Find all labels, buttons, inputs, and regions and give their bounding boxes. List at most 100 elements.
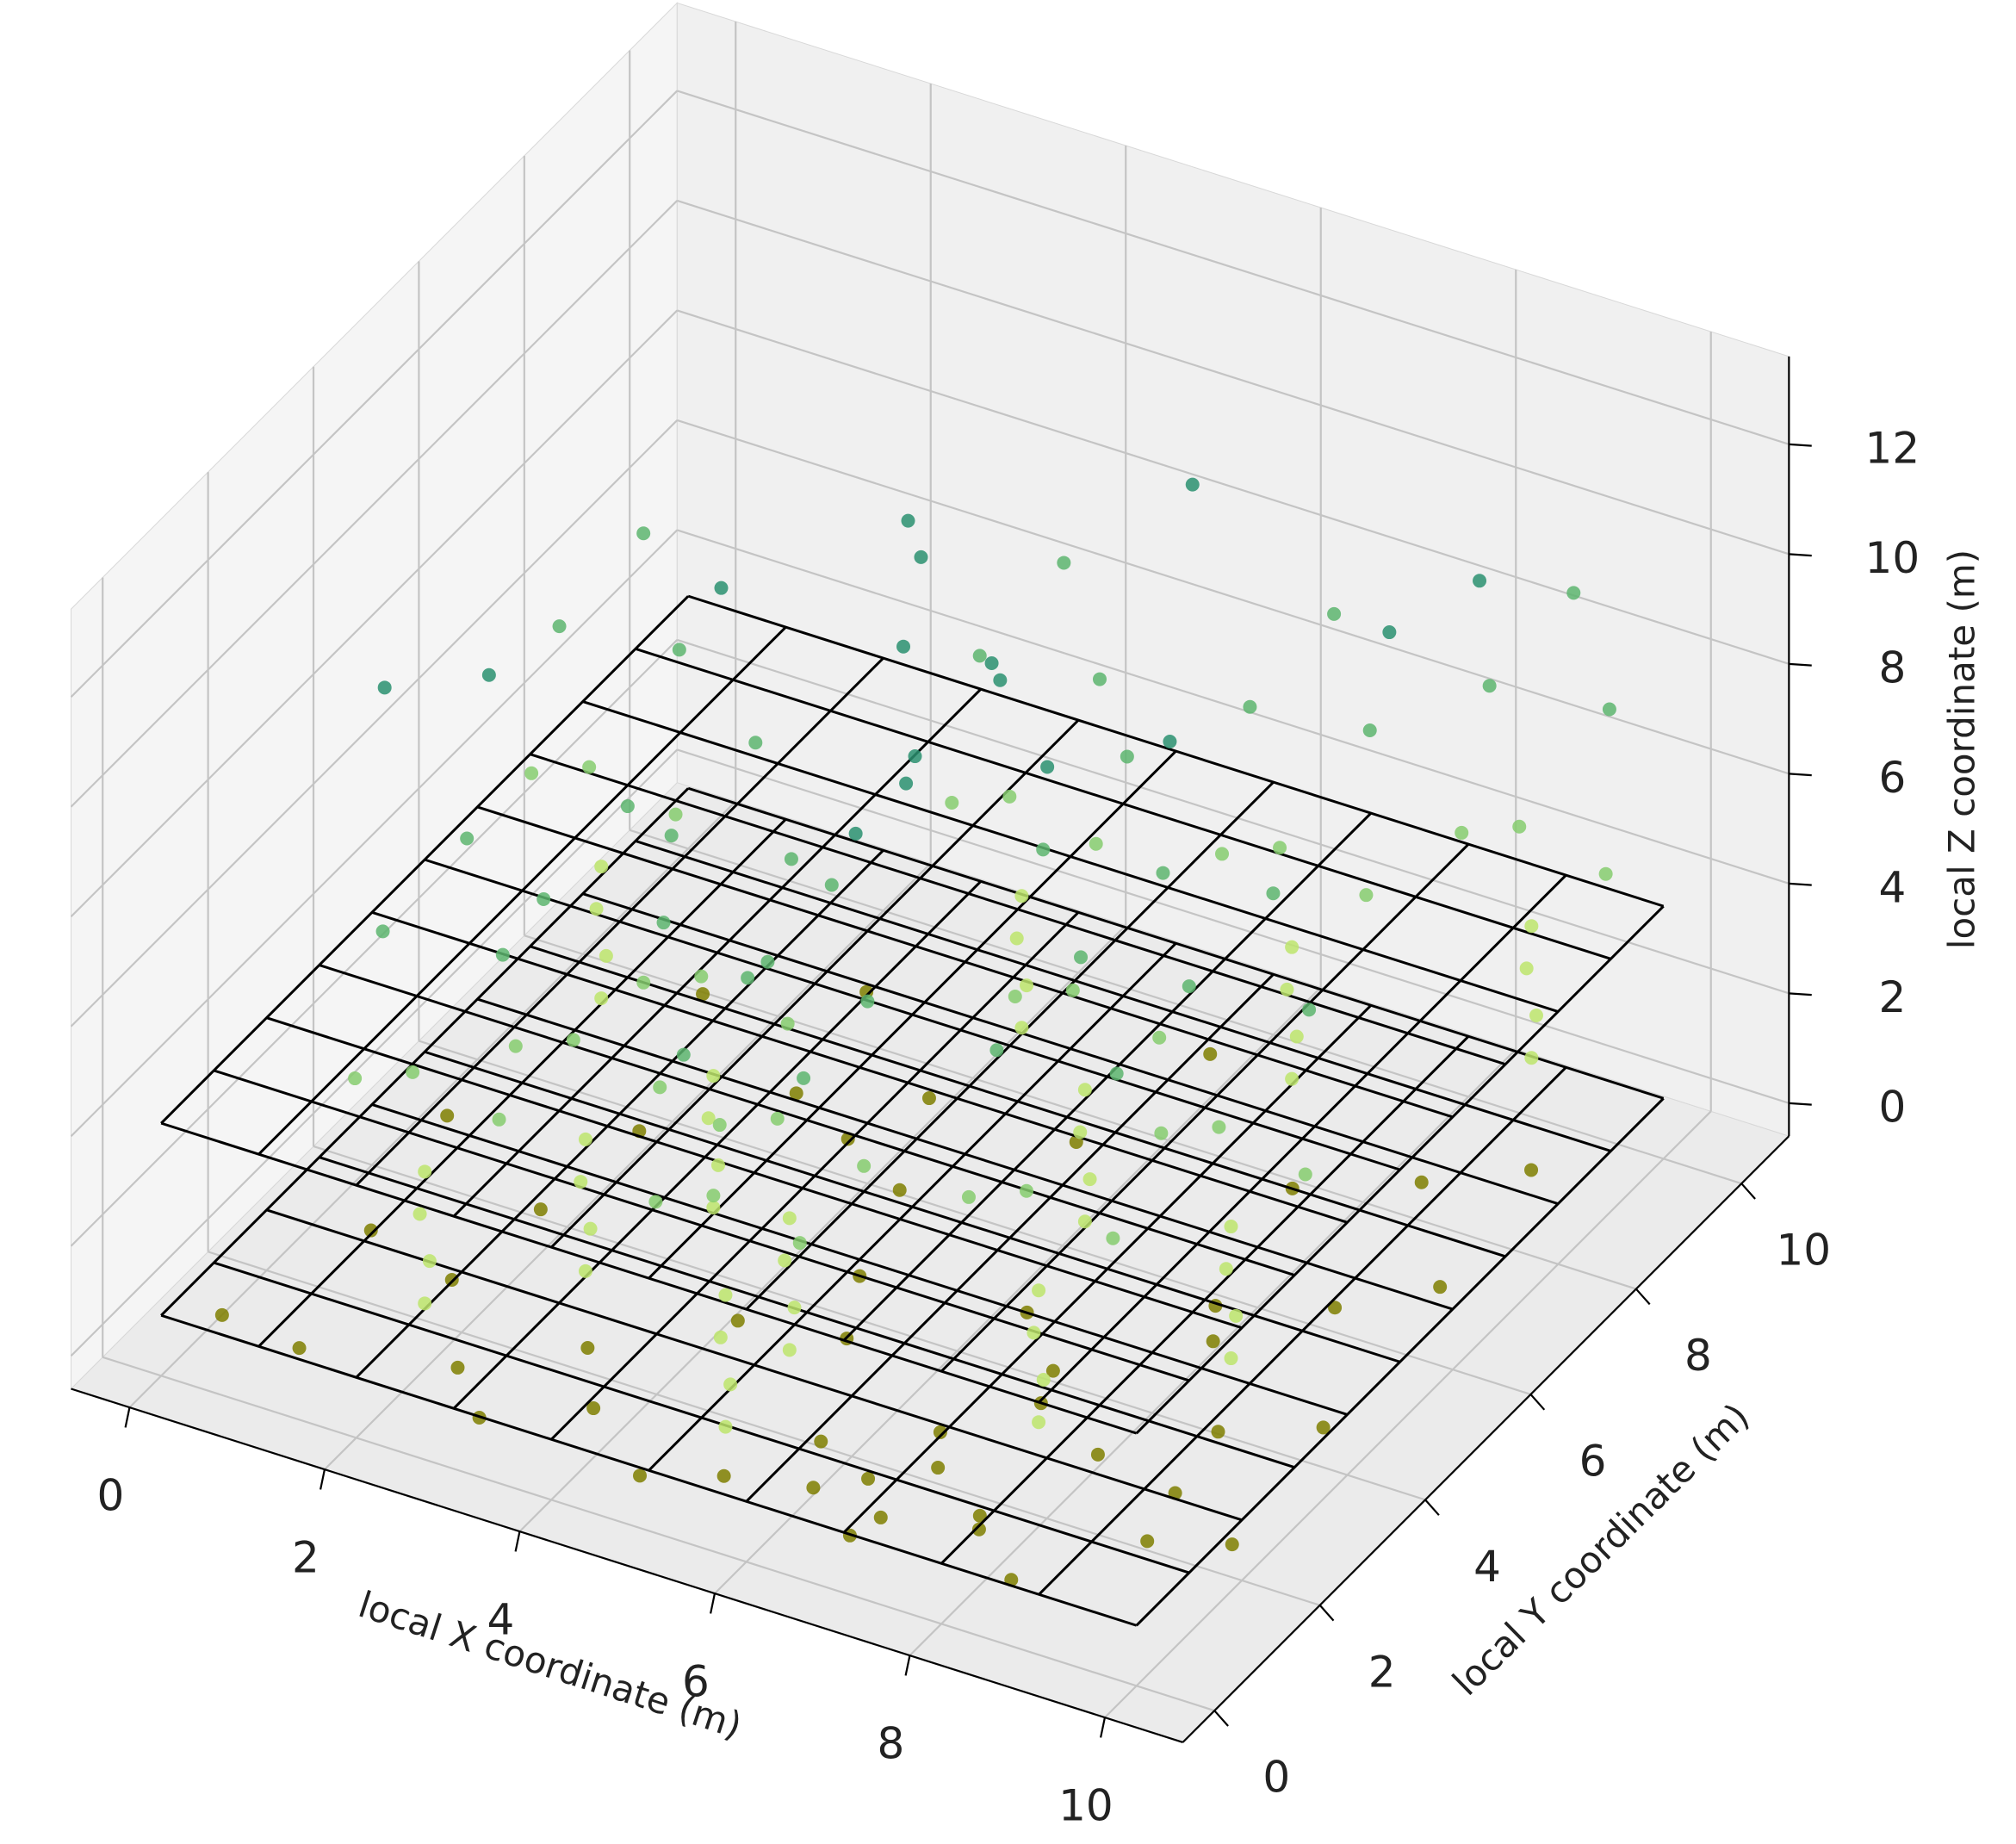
plane-line bbox=[745, 781, 1275, 1311]
point bbox=[594, 860, 609, 874]
point bbox=[582, 760, 597, 774]
x-tick-label: 2 bbox=[292, 1533, 319, 1583]
point bbox=[492, 1112, 506, 1127]
z-tick-label: 6 bbox=[1878, 753, 1906, 803]
point bbox=[348, 1071, 363, 1086]
point bbox=[784, 852, 798, 866]
point bbox=[422, 1254, 437, 1269]
point bbox=[460, 831, 475, 846]
grid-line bbox=[909, 1048, 1517, 1656]
point bbox=[713, 1330, 728, 1344]
point bbox=[1382, 625, 1397, 640]
z-tick bbox=[1789, 553, 1812, 557]
point bbox=[1212, 1120, 1226, 1134]
point bbox=[1074, 950, 1089, 965]
point bbox=[1027, 1326, 1041, 1340]
z-tick bbox=[1789, 992, 1812, 997]
point bbox=[1077, 1083, 1092, 1097]
point bbox=[1266, 886, 1281, 901]
point bbox=[406, 1065, 420, 1079]
plane-line bbox=[635, 647, 1611, 960]
plane-line bbox=[582, 892, 1559, 1206]
point bbox=[1020, 978, 1034, 993]
points bbox=[348, 477, 1616, 1434]
point bbox=[292, 1341, 307, 1356]
point bbox=[537, 891, 551, 906]
point bbox=[706, 1189, 721, 1203]
grid-line bbox=[419, 1040, 1531, 1396]
point bbox=[896, 639, 911, 654]
point bbox=[945, 796, 959, 810]
point bbox=[1566, 586, 1581, 600]
x-tick-label: 10 bbox=[1058, 1781, 1113, 1831]
point bbox=[1524, 919, 1539, 934]
x-tick bbox=[1100, 1717, 1107, 1738]
point bbox=[1045, 1363, 1060, 1378]
z-tick-label: 10 bbox=[1865, 533, 1920, 583]
z-tick-label: 0 bbox=[1878, 1082, 1906, 1132]
point bbox=[633, 1468, 648, 1483]
x-tick bbox=[710, 1593, 716, 1614]
point bbox=[782, 1211, 797, 1226]
point bbox=[444, 1273, 459, 1288]
point bbox=[440, 1108, 455, 1123]
grid-line bbox=[70, 639, 679, 1247]
plane-line bbox=[687, 786, 1665, 1100]
point bbox=[481, 667, 496, 682]
plane-line bbox=[842, 1004, 1372, 1534]
point bbox=[778, 1253, 792, 1268]
point bbox=[1362, 723, 1377, 737]
point bbox=[696, 987, 710, 1002]
point bbox=[706, 1069, 721, 1083]
point bbox=[797, 1071, 811, 1085]
z-tick-label: 2 bbox=[1878, 972, 1906, 1022]
point bbox=[971, 1522, 986, 1537]
point bbox=[933, 1425, 947, 1439]
point bbox=[1014, 889, 1029, 903]
point bbox=[1106, 1231, 1120, 1245]
point bbox=[1229, 1308, 1244, 1323]
point bbox=[1327, 606, 1342, 621]
point bbox=[377, 680, 392, 695]
point bbox=[580, 1340, 595, 1355]
grid-line bbox=[676, 90, 1790, 445]
point bbox=[711, 1158, 726, 1172]
y-tick bbox=[1529, 1394, 1546, 1411]
grid-line bbox=[70, 529, 679, 1138]
z-tick bbox=[1789, 882, 1812, 886]
point bbox=[418, 1164, 432, 1179]
point bbox=[718, 1288, 733, 1302]
x-tick bbox=[904, 1655, 911, 1676]
grid-line bbox=[629, 829, 1742, 1185]
point bbox=[620, 799, 635, 814]
point bbox=[989, 1043, 1004, 1058]
point bbox=[574, 1175, 588, 1189]
plane-line bbox=[530, 753, 1506, 1066]
z-tick bbox=[1789, 443, 1812, 447]
z-tick-label: 12 bbox=[1865, 423, 1920, 473]
point bbox=[1020, 1183, 1034, 1198]
point bbox=[901, 513, 915, 528]
point bbox=[770, 1111, 785, 1126]
point bbox=[1032, 1415, 1046, 1430]
point bbox=[1529, 1009, 1543, 1022]
grid-line bbox=[676, 309, 1790, 665]
x-tick bbox=[514, 1530, 521, 1552]
point bbox=[1482, 679, 1497, 693]
y-tick-label: 0 bbox=[1262, 1753, 1290, 1803]
point bbox=[653, 1080, 667, 1095]
point bbox=[1109, 1066, 1124, 1081]
z-tick-label: 4 bbox=[1878, 862, 1906, 912]
point bbox=[1090, 1447, 1105, 1462]
point bbox=[1073, 1125, 1088, 1139]
point bbox=[723, 1377, 738, 1392]
y-tick-label: 4 bbox=[1473, 1542, 1501, 1592]
point bbox=[716, 1468, 731, 1483]
point bbox=[1219, 1262, 1233, 1276]
y-tick bbox=[1424, 1499, 1440, 1516]
x-tick-label: 4 bbox=[487, 1595, 515, 1645]
point bbox=[824, 878, 839, 892]
grid-line bbox=[313, 1145, 1426, 1501]
point bbox=[1163, 735, 1177, 749]
point bbox=[418, 1296, 432, 1311]
